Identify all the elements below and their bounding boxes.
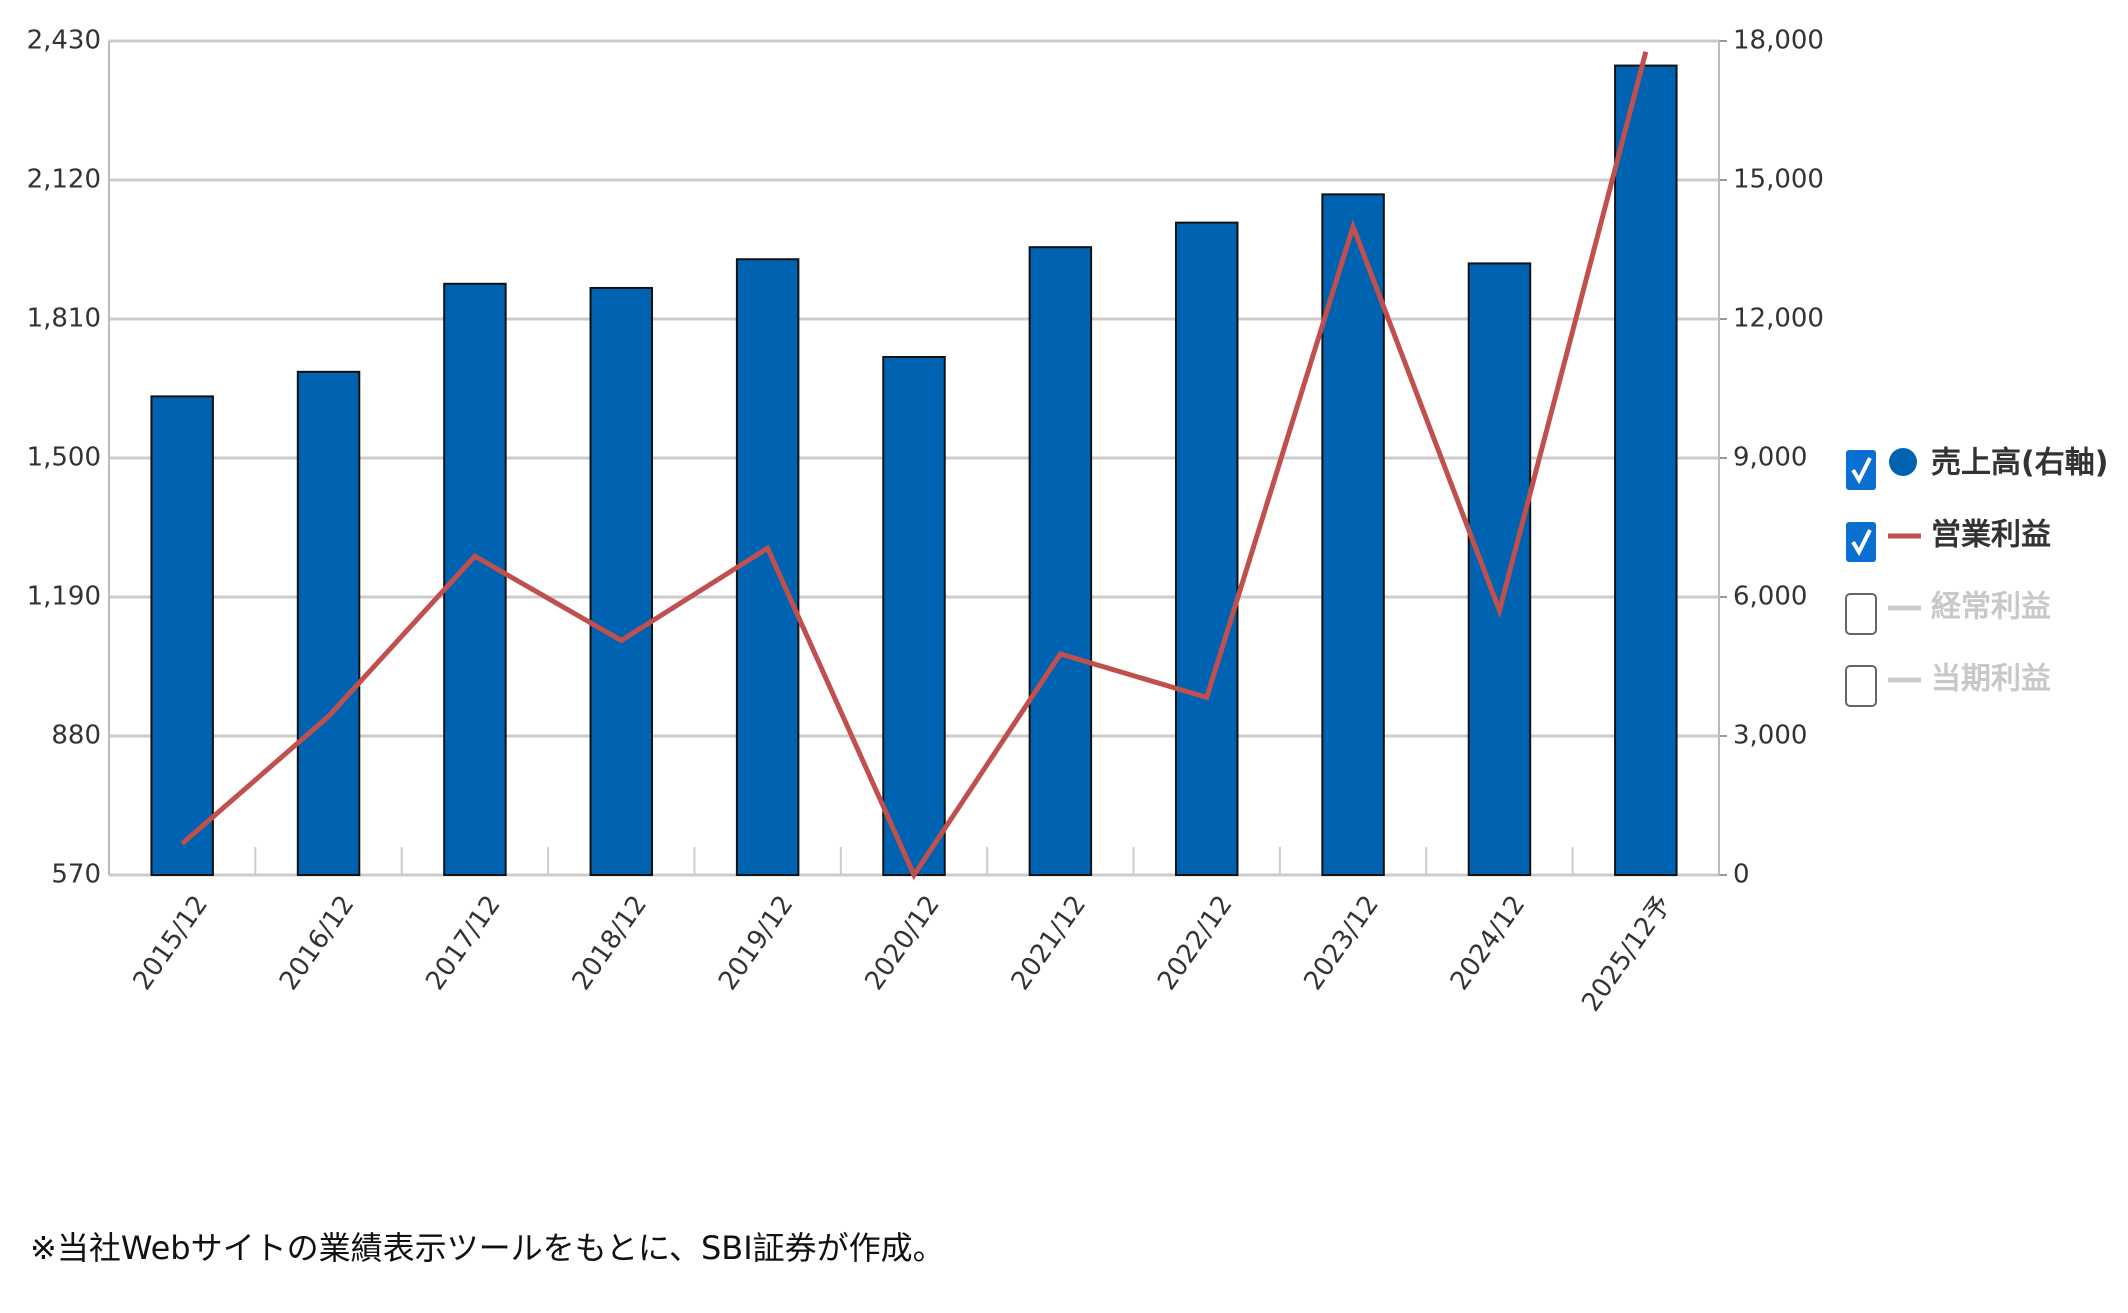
bar [735,258,800,877]
x-tick-label: 2019/12 [713,890,800,996]
checkmark [1851,529,1872,557]
y-tick-label: 2,430 [27,26,101,56]
y2-tick-label: 12,000 [1733,304,1824,334]
bar [589,286,654,876]
x-tick-label: 2017/12 [420,890,507,996]
checkmark [1851,457,1872,485]
bar [1028,246,1093,876]
y2-tick-label: 15,000 [1733,165,1824,195]
x-tick-label: 2023/12 [1298,890,1385,996]
bar [882,355,946,876]
legend-label: 売上高(右軸) [1931,446,2108,481]
x-tick-label: 2020/12 [859,890,946,996]
y2-tick-label: 0 [1733,860,1750,890]
y2-tick-label: 18,000 [1733,26,1824,56]
bar [150,395,214,876]
x-tick-label: 2022/12 [1152,890,1239,996]
legend-label: 営業利益 [1931,518,2051,553]
y-tick-label: 1,810 [27,304,101,334]
x-tick-label: 2021/12 [1006,890,1093,996]
footnote: ※当社Webサイトの業績表示ツールをもとに、SBI証券が作成。 [30,1229,945,1267]
checkbox[interactable] [1845,665,1877,707]
checkbox[interactable] [1846,522,1876,562]
x-tick-label: 2015/12 [128,890,215,996]
x-tick-label: 2016/12 [274,890,361,996]
y-tick-label: 2,120 [27,165,101,195]
x-tick-label: 2025/12予 [1576,890,1677,1017]
y-tick-label: 1,500 [27,443,101,473]
y2-tick-label: 6,000 [1733,582,1807,612]
legend-label: 当期利益 [1931,662,2051,697]
y-tick-label: 880 [51,721,101,751]
bar [1614,64,1678,877]
y2-tick-label: 9,000 [1733,443,1807,473]
checkbox[interactable] [1845,593,1877,635]
bar [296,370,361,876]
bar [1174,221,1239,877]
x-tick-label: 2024/12 [1445,890,1532,996]
y-tick-label: 1,190 [27,582,101,612]
legend-label: 経常利益 [1931,590,2051,625]
checkbox[interactable] [1846,450,1876,490]
legend-marker [1889,448,1917,476]
y2-tick-label: 3,000 [1733,721,1807,751]
y-tick-label: 570 [51,860,101,890]
bar [1321,193,1385,876]
line [180,51,1649,881]
x-tick-label: 2018/12 [567,890,654,996]
bar [1467,262,1532,876]
